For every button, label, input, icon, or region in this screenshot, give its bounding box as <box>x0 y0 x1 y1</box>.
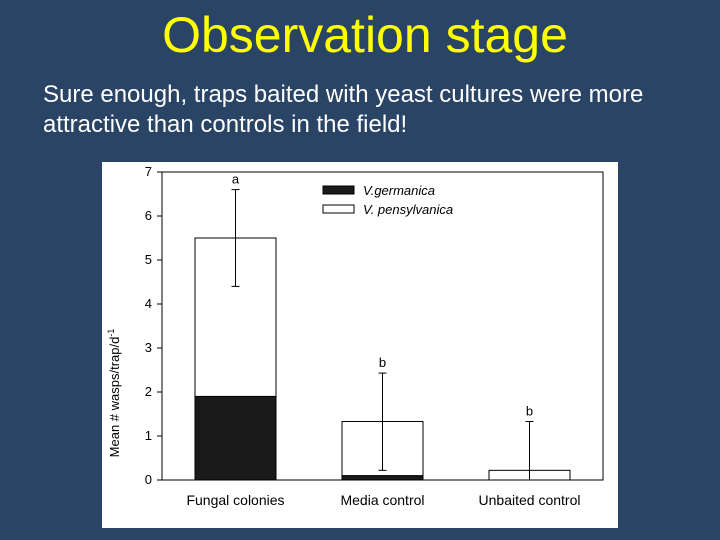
chart-legend: V.germanica V. pensylvanica <box>322 183 453 217</box>
chart-error-bars <box>231 189 534 480</box>
y-axis-label-text: Mean # wasps/trap/d <box>107 337 122 458</box>
significance-letter: b <box>526 403 533 418</box>
x-category-label: Media control <box>340 492 424 508</box>
legend-label: V. pensylvanica <box>363 202 453 217</box>
bar-segment <box>341 475 424 481</box>
y-tick-label: 1 <box>145 428 152 443</box>
legend-label: V.germanica <box>363 183 435 198</box>
slide-title: Observation stage <box>162 7 568 63</box>
y-tick-label: 4 <box>145 296 152 311</box>
significance-letter: b <box>379 355 386 370</box>
y-tick-label: 0 <box>145 472 152 487</box>
y-tick-label: 5 <box>145 252 152 267</box>
x-category-label: Unbaited control <box>479 492 581 508</box>
y-tick-label: 7 <box>145 164 152 179</box>
chart-labels: a Fungal colonies b Media control b Unbaited … <box>186 172 580 508</box>
y-tick-label: 6 <box>145 208 152 223</box>
y-tick-label: 3 <box>145 340 152 355</box>
bar-segment <box>194 395 277 481</box>
y-axis-label-superscript: -1 <box>106 329 116 337</box>
bar-chart: 0 1 2 3 4 5 6 7 a Fungal colonies b Media control b… <box>106 164 604 508</box>
legend-swatch <box>322 204 355 214</box>
x-category-label: Fungal colonies <box>186 492 284 508</box>
chart-panel: 0 1 2 3 4 5 6 7 a Fungal colonies b Media control b… <box>102 162 618 528</box>
significance-letter: a <box>232 172 240 187</box>
y-tick-label: 2 <box>145 384 152 399</box>
legend-swatch <box>322 185 355 195</box>
slide-body-text: Sure enough, traps baited with yeast cul… <box>43 81 644 138</box>
y-axis-label: Mean # wasps/trap/d-1 <box>106 329 122 458</box>
